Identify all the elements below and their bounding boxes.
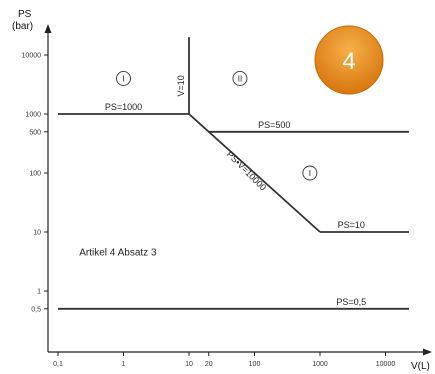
- x-axis-title: V(L): [411, 361, 430, 372]
- region-marker-label: I: [309, 169, 311, 178]
- y-tick-label: 1: [37, 289, 41, 296]
- x-tick-label: 10000: [376, 361, 396, 368]
- x-tick-label: 10: [185, 361, 193, 368]
- y-tick-label: 0,5: [31, 306, 41, 313]
- y-tick-label: 500: [29, 129, 41, 136]
- x-axis-arrow: [423, 348, 432, 356]
- y-tick-label: 10000: [22, 53, 42, 60]
- region-marker-circle: [116, 71, 131, 86]
- y-axis-title: PS: [18, 9, 32, 20]
- y-tick-label: 1000: [25, 112, 41, 119]
- region-marker-label: II: [238, 74, 242, 83]
- line-annotation: Artikel 4 Absatz 3: [79, 247, 157, 258]
- line-annotation: PS=1000: [105, 102, 142, 112]
- badge-number: 4: [342, 48, 355, 75]
- region-marker-circle: [302, 165, 318, 181]
- region-marker-label: I: [122, 74, 124, 83]
- page-number-badge: 4: [314, 25, 384, 95]
- line-annotation: PS=500: [258, 120, 290, 130]
- x-tick-label: 20: [205, 361, 213, 368]
- region-marker-circle: [232, 71, 248, 86]
- x-tick-label: 100: [249, 361, 261, 368]
- y-axis-unit: (bar): [12, 21, 33, 32]
- badge-circle: [314, 25, 384, 95]
- line-annotation: PS=10: [338, 220, 365, 230]
- y-tick-label: 10: [33, 230, 41, 237]
- line-annotation: PS•V=10000: [225, 149, 268, 192]
- line-annotation: PS=0,5: [336, 297, 366, 307]
- x-tick-label: 0,1: [53, 361, 63, 368]
- line-annotation: V=10: [176, 75, 186, 96]
- series-line: [188, 113, 321, 233]
- x-tick-label: 1: [122, 361, 126, 368]
- y-axis-arrow: [44, 24, 52, 33]
- y-tick-label: 100: [29, 171, 41, 178]
- x-tick-label: 1000: [312, 361, 328, 368]
